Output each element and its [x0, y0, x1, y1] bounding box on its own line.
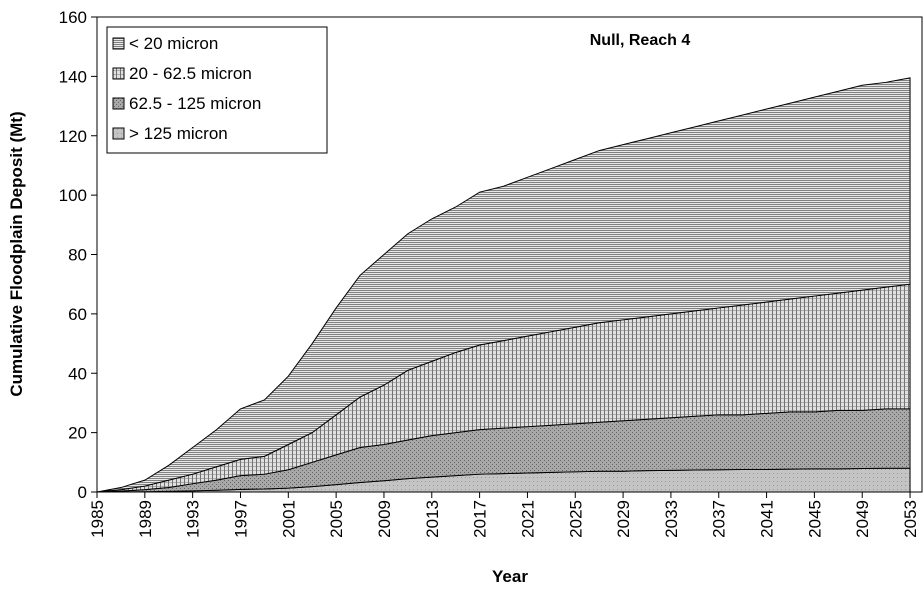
x-tick-label: 2017 — [471, 500, 490, 538]
y-tick-label: 20 — [68, 424, 87, 443]
x-tick-label: 2025 — [566, 500, 585, 538]
x-tick-label: 2021 — [518, 500, 537, 538]
x-tick-label: 1989 — [136, 500, 155, 538]
legend-swatch — [112, 37, 125, 50]
x-tick-label: 2049 — [853, 500, 872, 538]
x-tick-label: 2033 — [662, 500, 681, 538]
legend: < 20 micron 20 - 62.5 micron 62.5 - 125 mi… — [106, 26, 328, 154]
x-tick-label: 2037 — [710, 500, 729, 538]
y-tick-label: 40 — [68, 364, 87, 383]
y-axis-title: Cumulative Floodplain Deposit (Mt) — [7, 111, 26, 396]
legend-label: < 20 micron — [129, 34, 218, 53]
x-axis-title: Year — [492, 567, 528, 586]
legend-swatch — [112, 97, 125, 110]
y-tick-label: 100 — [59, 186, 87, 205]
x-tick-label: 2045 — [805, 500, 824, 538]
y-tick-label: 160 — [59, 8, 87, 27]
y-tick-label: 0 — [78, 483, 87, 502]
y-tick-label: 140 — [59, 67, 87, 86]
legend-swatch — [112, 67, 125, 80]
legend-label: 62.5 - 125 micron — [129, 94, 261, 113]
y-tick-label: 80 — [68, 246, 87, 265]
x-tick-label: 1997 — [231, 500, 250, 538]
legend-box — [106, 26, 328, 154]
x-tick-label: 2041 — [758, 500, 777, 538]
legend-label: > 125 micron — [129, 124, 228, 143]
x-tick-label: 2001 — [279, 500, 298, 538]
x-tick-label: 2029 — [614, 500, 633, 538]
legend-label: 20 - 62.5 micron — [129, 64, 252, 83]
area — [96, 77, 911, 493]
x-tick-label: 2053 — [901, 500, 920, 538]
x-tick-label: 1985 — [88, 500, 107, 538]
x-tick-label: 2013 — [423, 500, 442, 538]
legend-swatch — [112, 127, 125, 140]
y-tick-label: 120 — [59, 127, 87, 146]
y-tick-label: 60 — [68, 305, 87, 324]
x-tick-label: 1993 — [184, 500, 203, 538]
chart-title: Null, Reach 4 — [590, 32, 691, 49]
x-tick-label: 2009 — [375, 500, 394, 538]
x-tick-label: 2005 — [327, 500, 346, 538]
